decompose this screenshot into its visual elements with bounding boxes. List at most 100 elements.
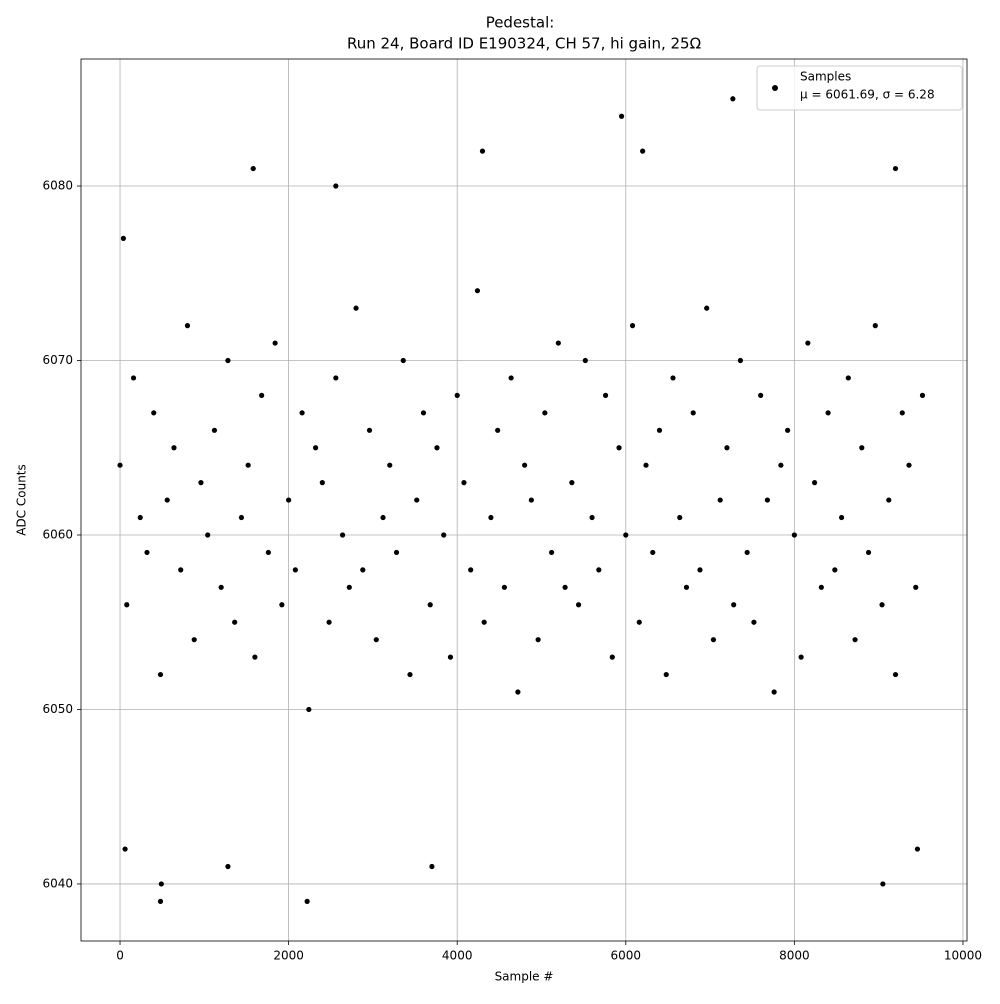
legend-entry: μ = 6061.69, σ = 6.28	[800, 88, 935, 102]
point	[886, 497, 892, 503]
chart-subtitle: Run 24, Board ID E190324, CH 57, hi gain…	[347, 35, 701, 53]
point	[549, 549, 555, 556]
point	[373, 637, 379, 643]
point	[650, 549, 656, 556]
point	[366, 427, 373, 433]
x-tick-label: 6000	[611, 949, 642, 963]
point	[232, 619, 238, 625]
point	[852, 637, 858, 643]
point	[211, 427, 218, 433]
point	[872, 323, 878, 329]
point	[914, 846, 921, 852]
point	[304, 898, 310, 904]
point	[205, 532, 211, 538]
point	[339, 532, 346, 538]
point	[805, 340, 811, 346]
point	[730, 96, 736, 102]
point	[798, 654, 804, 660]
point	[265, 549, 271, 556]
point	[508, 375, 514, 381]
point	[157, 898, 164, 904]
point	[225, 863, 231, 870]
point	[292, 567, 298, 573]
point	[407, 671, 413, 678]
points	[117, 96, 926, 904]
point	[528, 497, 534, 503]
point	[124, 602, 130, 608]
point	[845, 375, 851, 381]
point	[569, 480, 575, 486]
point	[488, 514, 494, 521]
point	[319, 480, 325, 486]
point	[913, 584, 919, 590]
point	[535, 637, 541, 643]
point	[616, 445, 622, 451]
point	[629, 323, 636, 329]
point	[640, 148, 646, 154]
legend-marker	[772, 85, 778, 91]
point	[522, 462, 528, 468]
point	[130, 375, 137, 381]
point	[171, 445, 177, 451]
x-tick-label: 4000	[442, 949, 473, 963]
point	[582, 357, 588, 364]
x-tick-label: 10000	[944, 949, 982, 963]
point	[643, 462, 649, 468]
point	[158, 881, 164, 887]
point	[122, 846, 128, 852]
point	[596, 567, 602, 573]
y-tick-label: 6040	[42, 876, 73, 890]
point	[771, 689, 777, 695]
legend-entry: Samples	[800, 70, 851, 84]
point	[427, 602, 433, 608]
point	[120, 235, 126, 241]
point	[609, 654, 615, 660]
point	[697, 567, 703, 573]
point	[225, 357, 231, 364]
point	[778, 462, 784, 468]
point	[360, 567, 366, 573]
point	[198, 480, 204, 486]
x-axis-label: Sample #	[495, 970, 554, 984]
point	[602, 392, 609, 398]
grid: 0 2000 4000 6000 8000 10000 6040 6050 6060 6070 60…	[42, 59, 982, 963]
point	[758, 392, 764, 398]
y-tick-label: 6050	[42, 702, 73, 716]
point	[474, 288, 481, 294]
point	[495, 427, 501, 433]
point	[717, 497, 723, 503]
point	[353, 305, 359, 311]
point	[468, 567, 474, 573]
point	[575, 602, 582, 608]
point	[346, 584, 352, 590]
x-tick-label: 8000	[779, 949, 810, 963]
point	[326, 619, 332, 625]
point	[144, 549, 150, 556]
chart-title: Pedestal:	[486, 14, 555, 32]
point	[117, 462, 123, 468]
point	[250, 165, 256, 172]
point	[178, 567, 184, 573]
point	[279, 602, 285, 608]
point	[333, 183, 339, 189]
point	[751, 619, 757, 625]
point	[832, 567, 838, 573]
point	[818, 584, 824, 590]
point	[434, 445, 440, 451]
point	[151, 410, 157, 416]
point	[892, 165, 899, 172]
point	[744, 549, 750, 556]
y-tick-label: 6070	[42, 353, 73, 367]
point	[892, 671, 899, 678]
point	[865, 549, 872, 556]
point	[919, 392, 926, 398]
point	[555, 340, 561, 346]
point	[420, 410, 427, 416]
point	[312, 445, 319, 451]
y-axis-label: ADC Counts	[15, 464, 29, 536]
point	[811, 480, 818, 486]
point	[286, 497, 292, 503]
point	[481, 619, 487, 625]
point	[859, 445, 865, 451]
